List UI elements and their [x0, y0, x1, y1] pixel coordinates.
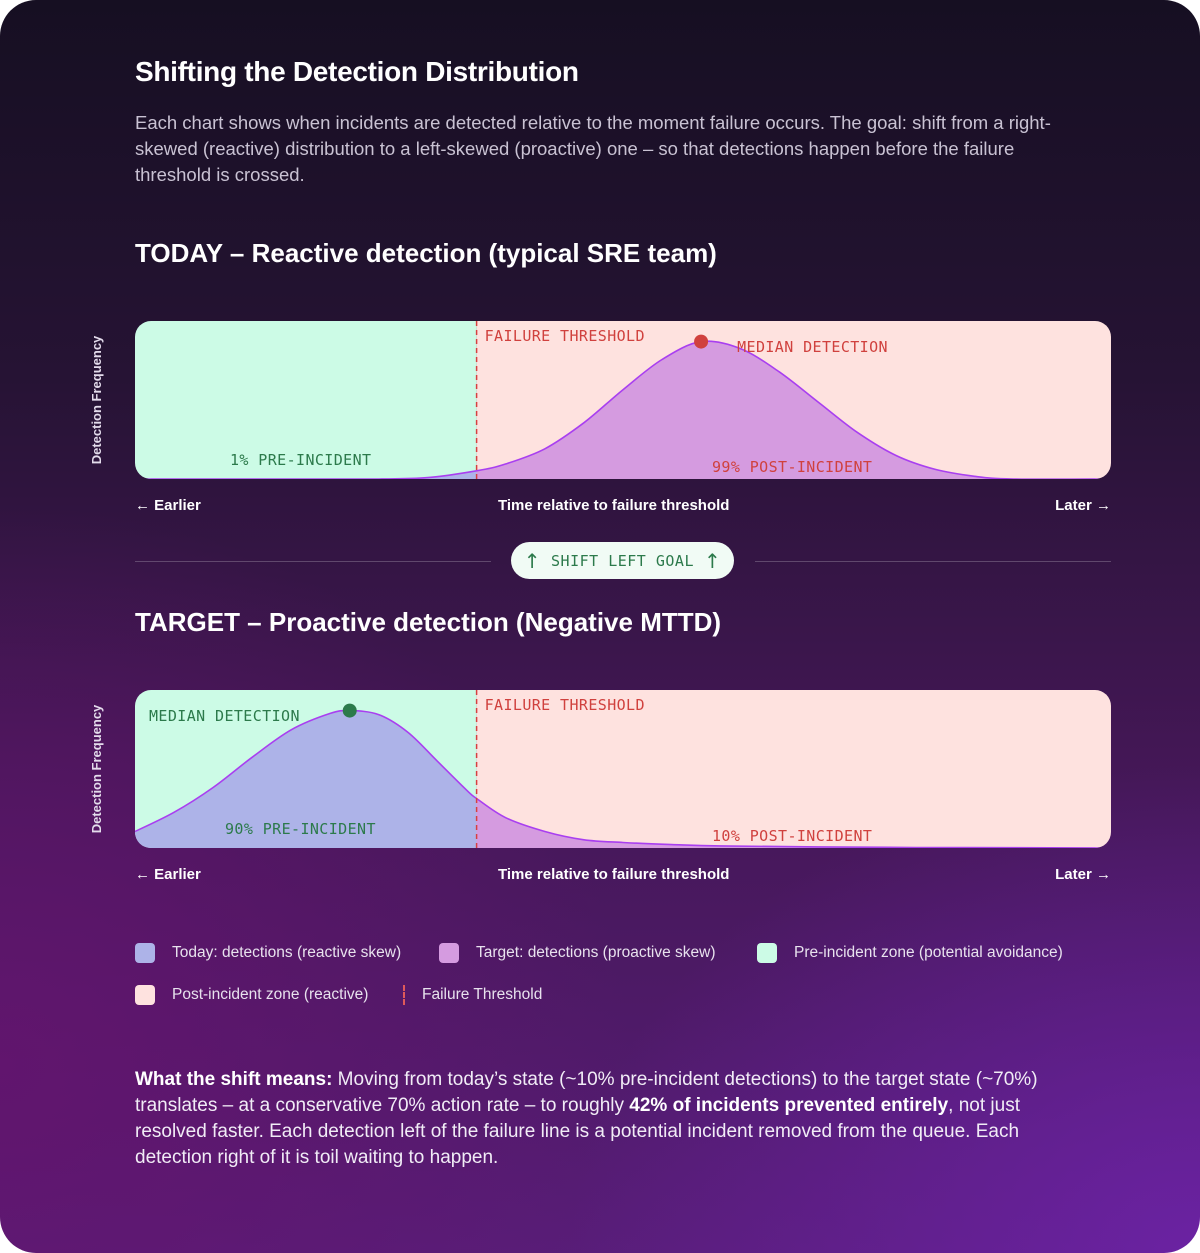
target-pre-incident-label: 90% PRE-INCIDENT [225, 820, 376, 838]
today-x-axis-later: Later → [1055, 497, 1111, 514]
target-post-incident-zone [476, 690, 1111, 848]
today-x-axis-title: Time relative to failure threshold [498, 497, 730, 514]
target-y-axis-label: Detection Frequency [89, 704, 104, 834]
legend-label-post-incident: Post-incident zone (reactive) [172, 986, 369, 1003]
legend-label-pre-incident: Pre-incident zone (potential avoidance) [794, 944, 1063, 961]
today-y-axis-label: Detection Frequency [89, 335, 104, 465]
divider-left [135, 561, 491, 562]
target-x-axis-earlier: ← Earlier [135, 866, 201, 883]
target-heading: TARGET – Proactive detection (Negative M… [135, 607, 722, 637]
page-title: Shifting the Detection Distribution [135, 56, 579, 87]
today-detection-chart: FAILURE THRESHOLD MEDIAN DETECTION 1% PRE-… [135, 321, 1111, 479]
today-post-incident-label: 99% POST-INCIDENT [712, 458, 872, 476]
legend-item-post-incident: Post-incident zone (reactive) [135, 985, 368, 1005]
target-x-axis: ← Earlier Time relative to failure thres… [135, 866, 1111, 886]
footer-explanation: What the shift means: Moving from today’… [135, 1067, 1095, 1171]
footer-text-1: Moving from today’s state (~10% pre-inci… [135, 1069, 1038, 1116]
today-failure-threshold-label: FAILURE THRESHOLD [485, 327, 645, 345]
target-plot-area [135, 690, 1111, 848]
today-x-axis-earlier: ← Earlier [135, 497, 201, 514]
legend-swatch-failure-threshold [403, 985, 405, 1005]
legend-item-pre-incident: Pre-incident zone (potential avoidance) [757, 943, 1063, 963]
target-median-detection-label: MEDIAN DETECTION [149, 707, 300, 725]
today-distribution-curve [135, 340, 1111, 479]
footer-highlight: 42% of incidents prevented entirely [629, 1095, 949, 1116]
target-detection-chart: FAILURE THRESHOLD MEDIAN DETECTION 90% PRE… [135, 690, 1111, 848]
intro-paragraph: Each chart shows when incidents are dete… [135, 112, 1051, 185]
target-failure-threshold-label: FAILURE THRESHOLD [485, 696, 645, 714]
footer-lead: What the shift means: [135, 1069, 333, 1090]
today-pre-incident-label: 1% PRE-INCIDENT [230, 451, 371, 469]
legend-label-today: Today: detections (reactive skew) [172, 944, 402, 961]
today-median-detection-point [694, 334, 709, 349]
legend-item-target: Target: detections (proactive skew) [439, 943, 716, 963]
today-area-post-threshold [476, 341, 1111, 479]
legend-swatch-target [439, 943, 459, 963]
target-x-axis-later: Later → [1055, 866, 1111, 883]
target-x-axis-title: Time relative to failure threshold [498, 866, 730, 883]
legend-swatch-post-incident [135, 985, 155, 1005]
legend-item-today: Today: detections (reactive skew) [135, 943, 401, 963]
arrow-up-icon: ↑ [703, 548, 722, 573]
today-heading: TODAY – Reactive detection (typical SRE … [135, 238, 717, 268]
legend-swatch-pre-incident [757, 943, 777, 963]
target-post-incident-label: 10% POST-INCIDENT [712, 827, 872, 845]
divider-right [755, 561, 1111, 562]
footer-text-2: , not just resolved faster. Each detecti… [135, 1095, 1020, 1168]
legend-label-target: Target: detections (proactive skew) [476, 944, 716, 961]
target-median-detection-point [342, 703, 357, 718]
legend-label-failure-threshold: Failure Threshold [422, 986, 543, 1003]
arrow-up-icon: ↑ [523, 548, 542, 573]
legend-swatch-today [135, 943, 155, 963]
today-x-axis: ← Earlier Time relative to failure thres… [135, 497, 1111, 517]
today-pre-incident-zone [135, 321, 477, 479]
today-plot-area [135, 321, 1111, 479]
shift-left-goal-label: SHIFT LEFT GOAL [551, 551, 694, 570]
today-median-detection-label: MEDIAN DETECTION [737, 338, 888, 356]
shift-left-goal-badge: ↑ SHIFT LEFT GOAL ↑ [511, 542, 734, 579]
legend-item-failure-threshold: Failure Threshold [394, 985, 542, 1005]
target-area-pre-threshold [135, 710, 477, 848]
